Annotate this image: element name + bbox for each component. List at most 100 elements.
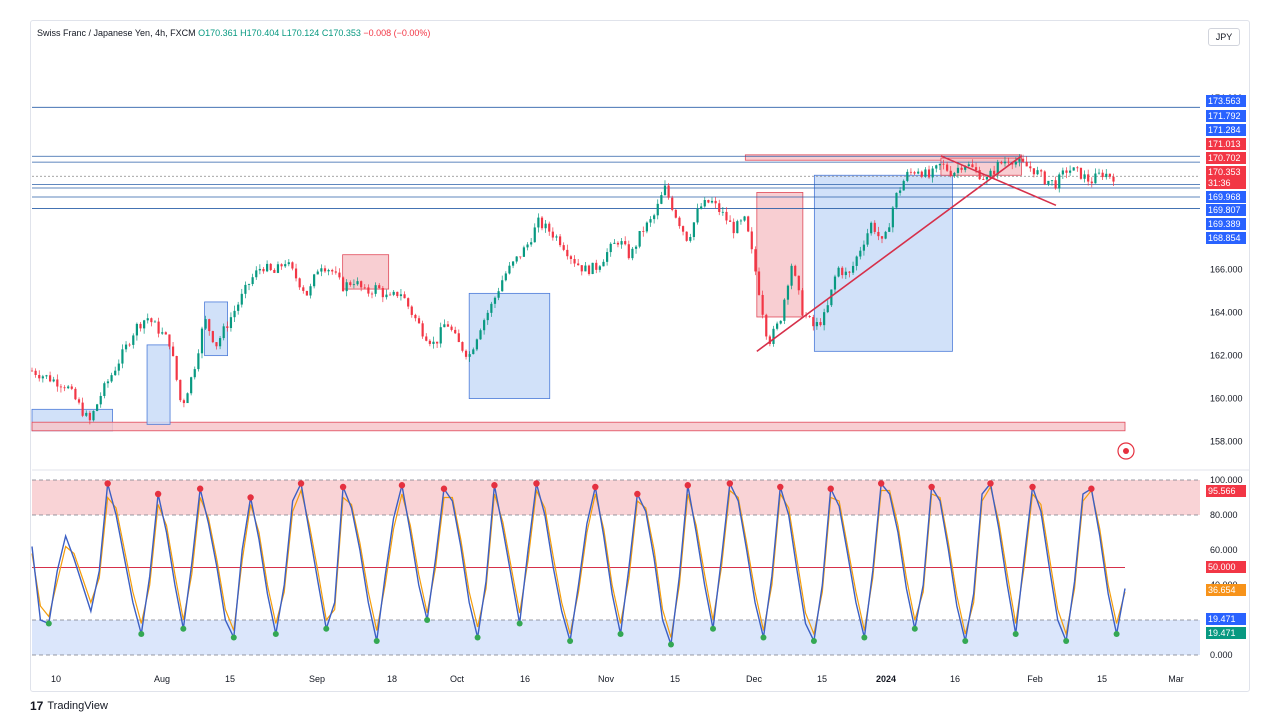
- candle-body: [432, 341, 435, 344]
- osc-oversold-dot: [667, 641, 674, 648]
- candle-body: [218, 338, 222, 347]
- price-axis-badge: [1206, 110, 1246, 122]
- time-axis-tick: Mar: [1168, 674, 1184, 684]
- candle-body: [92, 410, 95, 421]
- candle-body: [302, 287, 305, 291]
- candle-body: [833, 276, 837, 290]
- candle-body: [721, 211, 724, 213]
- candle-body: [562, 245, 565, 250]
- candle-body: [345, 282, 348, 292]
- tradingview-logo[interactable]: 17 TradingView: [30, 699, 108, 713]
- candle-body: [584, 265, 587, 272]
- osc-oversold-dot: [516, 620, 523, 627]
- candle-body: [182, 400, 186, 404]
- osc-oversold-dot: [760, 634, 767, 641]
- candle-body: [1025, 161, 1028, 167]
- time-axis-tick: 2024: [876, 674, 896, 684]
- candle-body: [1065, 170, 1068, 173]
- candle-body: [374, 285, 377, 294]
- time-axis-tick: Dec: [746, 674, 763, 684]
- candle-body: [34, 370, 37, 375]
- candle-body: [103, 383, 106, 396]
- candle-body: [902, 180, 905, 191]
- candle-body: [388, 294, 392, 296]
- candle-body: [598, 266, 601, 270]
- price-axis-badge: [1206, 124, 1246, 136]
- candle-body: [171, 346, 175, 357]
- candle-body: [457, 333, 460, 343]
- target-icon[interactable]: [1117, 442, 1135, 460]
- candle-body: [761, 294, 764, 315]
- candle-body: [993, 170, 996, 175]
- candle-body: [732, 221, 735, 234]
- candle-body: [866, 233, 869, 245]
- candle-body: [949, 170, 952, 177]
- candle-body: [106, 381, 110, 384]
- candle-body: [501, 280, 504, 292]
- candle-body: [255, 270, 258, 278]
- high-label: H: [240, 28, 247, 38]
- candle-body: [164, 332, 167, 335]
- candle-body: [1029, 166, 1032, 169]
- price-axis-badge-label: 170.702: [1208, 153, 1241, 163]
- candle-body: [891, 207, 894, 228]
- candle-body: [946, 164, 949, 171]
- candle-body: [313, 274, 316, 287]
- candle-body: [378, 285, 381, 289]
- candle-body: [526, 244, 529, 248]
- open-label: O: [198, 28, 206, 38]
- candle-body: [421, 323, 424, 337]
- candle-body: [613, 242, 616, 244]
- candle-body: [710, 200, 714, 203]
- candle-body: [703, 200, 706, 207]
- candle-body: [624, 241, 627, 245]
- candle-body: [1021, 158, 1025, 162]
- candle-body: [634, 246, 638, 249]
- candle-body: [1047, 180, 1050, 185]
- time-axis-tick: Feb: [1027, 674, 1043, 684]
- candle-body: [291, 262, 294, 269]
- osc-overbought-dot: [491, 482, 498, 489]
- candle-body: [204, 319, 207, 329]
- candle-body: [873, 222, 876, 232]
- chart-frame: [30, 20, 1250, 692]
- candle-body: [67, 386, 70, 389]
- candle-body: [110, 375, 113, 382]
- candle-body: [826, 305, 829, 313]
- candle-body: [685, 231, 688, 241]
- candle-body: [1036, 170, 1039, 175]
- currency-button[interactable]: JPY: [1208, 28, 1240, 46]
- symbol-legend: Swiss Franc / Japanese Yen, 4h, FXCM O17…: [37, 28, 430, 38]
- candle-body: [823, 312, 826, 326]
- candle-body: [743, 216, 746, 221]
- candle-body: [287, 262, 290, 265]
- candle-body: [486, 312, 489, 321]
- candle-body: [1018, 158, 1021, 162]
- candle-body: [511, 261, 515, 266]
- candle-body: [1040, 170, 1043, 172]
- candle-body: [1076, 167, 1079, 169]
- osc-overbought-dot: [297, 480, 305, 487]
- candle-body: [602, 261, 605, 267]
- candle-body: [895, 192, 898, 208]
- candle-body: [121, 349, 124, 364]
- candle-body: [714, 200, 717, 204]
- candle-body: [974, 167, 978, 171]
- price-axis-badge-label: 169.968: [1208, 192, 1241, 202]
- candle-body: [414, 314, 417, 319]
- candle-body: [385, 294, 388, 298]
- candle-body: [681, 226, 685, 232]
- candle-body: [327, 269, 330, 272]
- osc-overbought-dot: [684, 482, 691, 489]
- osc-axis-badge: [1206, 627, 1246, 639]
- candle-body: [403, 294, 406, 299]
- candle-body: [38, 374, 41, 379]
- candle-body: [193, 369, 196, 378]
- candle-body: [74, 388, 77, 400]
- candle-body: [1068, 170, 1072, 173]
- osc-overbought-dot: [877, 480, 885, 487]
- candle-body: [859, 250, 862, 257]
- osc-oversold-dot: [617, 631, 624, 637]
- candle-body: [153, 321, 157, 323]
